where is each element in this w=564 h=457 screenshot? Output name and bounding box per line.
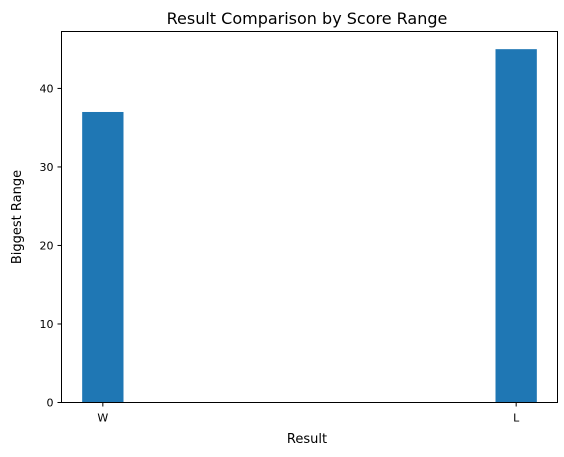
y-tick-label: 10 — [40, 318, 54, 331]
chart-title: Result Comparison by Score Range — [167, 9, 448, 28]
y-axis-ticks: 0 10 20 30 40 — [40, 82, 62, 410]
x-tick-label: W — [97, 412, 108, 425]
x-tick-label: L — [513, 412, 520, 425]
bar-l — [495, 49, 537, 403]
y-tick-label: 30 — [40, 161, 54, 174]
y-axis-label: Biggest Range — [10, 170, 25, 264]
x-axis-label: Result — [287, 432, 327, 447]
bars-group — [82, 49, 537, 403]
bar-w — [82, 111, 124, 403]
y-tick-label: 0 — [47, 397, 54, 410]
y-tick-label: 40 — [40, 82, 54, 95]
y-tick-label: 20 — [40, 239, 54, 252]
plot-frame — [61, 31, 558, 403]
